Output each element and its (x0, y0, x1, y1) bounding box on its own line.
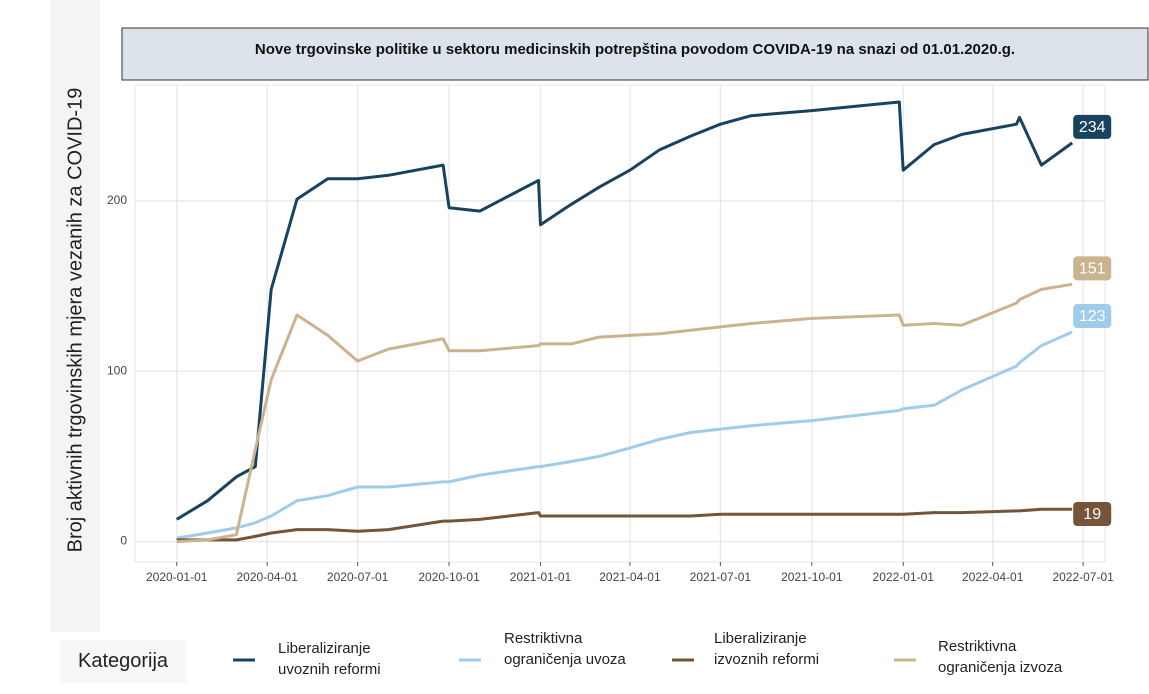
y-tick-label: 100 (107, 363, 127, 377)
y-tick-label: 0 (120, 534, 127, 548)
x-tick-label: 2021-10-01 (781, 570, 843, 584)
x-tick-label: 2020-01-01 (146, 570, 208, 584)
series-line (176, 330, 1073, 540)
end-label-bg (1073, 256, 1112, 281)
y-axis-label: Broj aktivnih trgovinskih mjera vezanih … (64, 88, 86, 553)
x-tick-label: 2022-01-01 (873, 570, 935, 584)
end-label: 19 (1073, 501, 1112, 526)
legend-label: Liberaliziranje uvoznih reformi (270, 632, 421, 686)
end-label-bg (1073, 501, 1112, 526)
x-tick-label: 2021-04-01 (599, 570, 661, 584)
x-tick-label: 2022-07-01 (1052, 570, 1114, 584)
series-line (176, 507, 1073, 542)
end-label-bg (1073, 114, 1112, 139)
x-tick-label: 2021-01-01 (510, 570, 572, 584)
panel (134, 84, 1106, 563)
x-tick-label: 2022-04-01 (962, 570, 1024, 584)
x-tick-label: 2020-07-01 (327, 570, 389, 584)
lines (175, 100, 1074, 544)
end-label-text: 123 (1079, 308, 1106, 325)
series-line (175, 100, 1074, 521)
end-label-text: 19 (1083, 506, 1101, 523)
end-label-text: 151 (1079, 261, 1106, 278)
end-label: 151 (1073, 256, 1112, 281)
end-label-text: 234 (1079, 119, 1106, 136)
legend-title: Kategorija (60, 640, 187, 683)
end-label-bg (1073, 304, 1112, 329)
y-label-bg (50, 0, 100, 632)
x-tick-label: 2020-04-01 (236, 570, 298, 584)
series-line (176, 282, 1073, 544)
y-tick-label: 200 (107, 193, 127, 207)
legend-label: Restriktivna ograničenja izvoza (930, 630, 1081, 684)
legend-label: Restriktivna ograničenja uvoza (496, 622, 647, 676)
end-label: 123 (1073, 304, 1112, 329)
x-tick-label: 2020-10-01 (418, 570, 480, 584)
x-tick-label: 2021-07-01 (690, 570, 752, 584)
chart-title: Nove trgovinske politike u sektoru medic… (255, 41, 1015, 58)
title-box (121, 27, 1149, 81)
legend-label: Liberaliziranje izvoznih reformi (706, 622, 857, 676)
end-label: 234 (1073, 114, 1112, 139)
